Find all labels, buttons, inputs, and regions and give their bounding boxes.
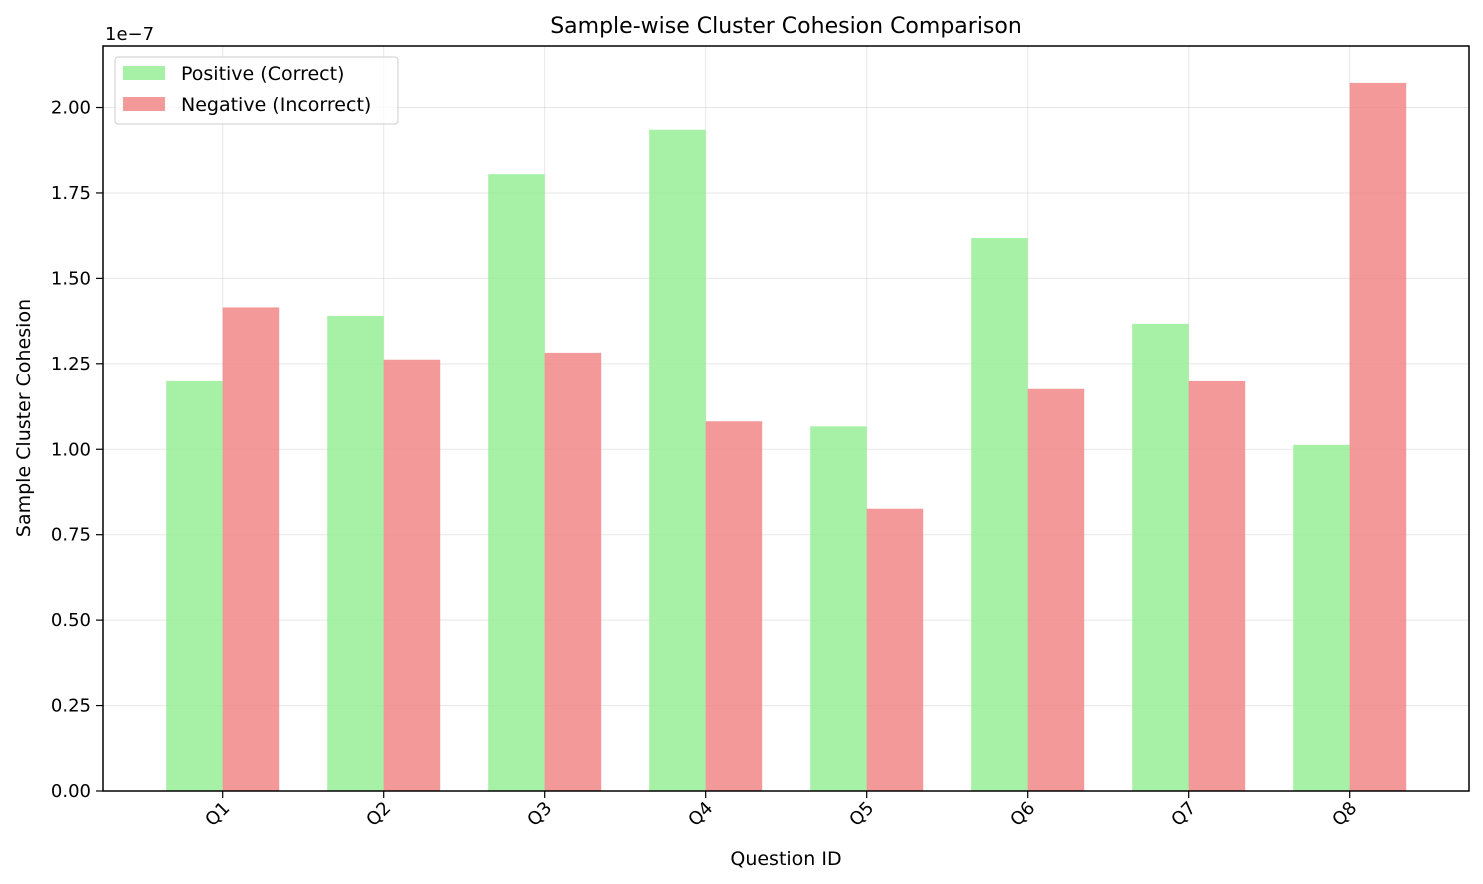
- bar-positive-q6: [971, 238, 1028, 791]
- x-tick-label: Q2: [362, 798, 395, 831]
- bar-negative-q4: [705, 421, 763, 791]
- y-tick-label: 0.75: [51, 525, 91, 546]
- bar-negative-q2: [383, 359, 441, 791]
- y-axis-label: Sample Cluster Cohesion: [13, 299, 35, 537]
- y-tick-label: 0.25: [51, 696, 91, 717]
- x-axis: Q1 Q2 Q3 Q4 Q5 Q6 Q7 Q8: [201, 791, 1361, 831]
- bar-negative-q7: [1188, 380, 1246, 791]
- bar-positive-q5: [810, 426, 867, 791]
- y-tick-label: 0.00: [51, 781, 91, 802]
- y-tick-label: 1.25: [51, 354, 91, 375]
- y-tick-label: 1.00: [51, 439, 91, 460]
- x-tick-label: Q5: [845, 798, 878, 831]
- plot-frame: [102, 45, 1470, 792]
- legend: Positive (Correct) Negative (Incorrect): [114, 56, 399, 125]
- x-axis-label: Question ID: [730, 848, 841, 870]
- bar-positive-q1: [166, 380, 223, 791]
- bar-negative-q1: [222, 307, 280, 791]
- x-tick-label: Q8: [1328, 798, 1361, 831]
- x-tick-label: Q1: [201, 798, 234, 831]
- bar-negative-q8: [1349, 82, 1407, 791]
- x-tick-label: Q4: [684, 798, 717, 831]
- grid: [103, 46, 1469, 792]
- legend-label-positive: Positive (Correct): [181, 63, 344, 85]
- y-tick-label: 1.75: [51, 183, 91, 204]
- bar-positive-q8: [1293, 444, 1350, 791]
- bar-negative-q5: [866, 508, 924, 791]
- bars: [166, 82, 1407, 792]
- bar-positive-q3: [488, 174, 545, 791]
- chart-title: Sample-wise Cluster Cohesion Comparison: [550, 14, 1022, 39]
- y-axis: 0.00 0.25 0.50 0.75 1.00 1.25 1.50 1.75 2.00: [51, 98, 103, 802]
- legend-swatch-positive: [123, 66, 165, 80]
- bar-negative-q3: [544, 352, 602, 791]
- x-tick-label: Q3: [523, 798, 556, 831]
- legend-box: [114, 56, 399, 125]
- bar-positive-q2: [327, 315, 384, 791]
- legend-swatch-negative: [123, 97, 165, 111]
- bar-negative-q6: [1027, 388, 1085, 791]
- x-tick-label: Q6: [1006, 798, 1039, 831]
- legend-label-negative: Negative (Incorrect): [181, 94, 371, 116]
- y-offset-text: 1e−7: [105, 24, 154, 45]
- y-tick-label: 2.00: [51, 98, 91, 119]
- x-tick-label: Q7: [1167, 798, 1200, 831]
- y-tick-label: 1.50: [51, 268, 91, 289]
- bar-positive-q7: [1132, 323, 1189, 791]
- bar-positive-q4: [649, 129, 706, 792]
- y-tick-label: 0.50: [51, 610, 91, 631]
